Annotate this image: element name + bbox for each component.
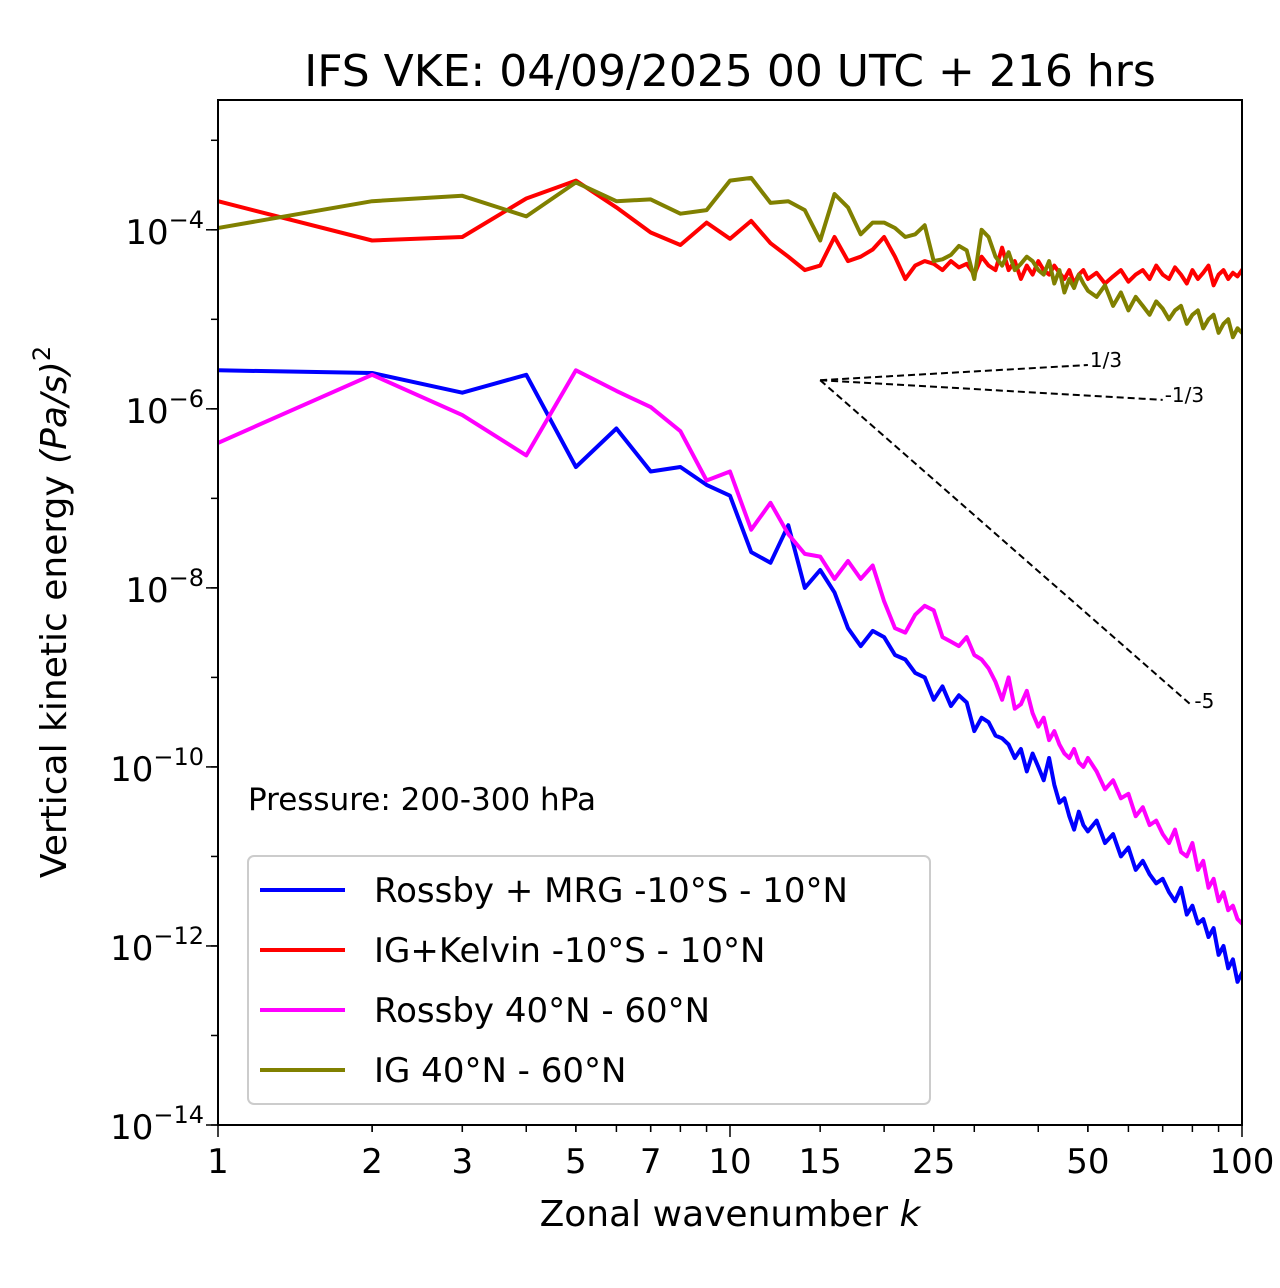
y-tick-label: 10−6 [125, 385, 204, 432]
y-tick-label: 10−4 [125, 206, 204, 253]
x-tick-label: 5 [565, 1142, 587, 1182]
reference-label-0: 1/3 [1090, 348, 1122, 372]
x-tick-label: 50 [1066, 1142, 1109, 1182]
y-tick-label: 10−14 [110, 1101, 204, 1148]
series-line-0 [218, 368, 1242, 984]
series-group [218, 175, 1242, 984]
reference-line-0 [820, 363, 1088, 382]
chart-title: IFS VKE: 04/09/2025 00 UTC + 216 hrs [304, 46, 1156, 97]
x-tick-label: 3 [451, 1142, 473, 1182]
reference-line-2 [819, 379, 1194, 707]
y-tick-label: 10−12 [110, 922, 204, 969]
legend-label-3: IG 40°N - 60°N [374, 1051, 626, 1091]
reference-line-1 [820, 379, 1163, 401]
series-line-3 [218, 175, 1242, 340]
x-tick-label: 10 [708, 1142, 751, 1182]
legend-label-1: IG+Kelvin -10°S - 10°N [374, 931, 765, 971]
y-tick-label: 10−10 [110, 743, 204, 790]
legend-box [247, 855, 931, 1105]
legend-label-0: Rossby + MRG -10°S - 10°N [374, 871, 848, 911]
x-tick-label: 7 [640, 1142, 662, 1182]
series-line-1 [218, 178, 1242, 288]
y-tick-label: 10−8 [125, 564, 204, 611]
plot-area: 1/3 -1/3 -5 1 2 3 5 7 10 15 25 50 100 10−4 10−6 10−8 10−… [110, 99, 1275, 1182]
reference-label-2: -5 [1194, 689, 1214, 713]
pressure-annotation: Pressure: 200-300 hPa [248, 782, 596, 818]
reference-lines: 1/3 -1/3 -5 [819, 348, 1214, 713]
x-tick-label: 15 [799, 1142, 842, 1182]
y-axis-title: Vertical kinetic energy (Pa/s)2 [28, 346, 75, 878]
x-tick-label: 2 [361, 1142, 383, 1182]
x-tick-label: 25 [912, 1142, 955, 1182]
x-axis-title: Zonal wavenumber k [540, 1194, 923, 1235]
x-tick-label: 100 [1210, 1142, 1275, 1182]
reference-label-1: -1/3 [1165, 383, 1204, 407]
legend-label-2: Rossby 40°N - 60°N [374, 991, 710, 1031]
series-line-2 [218, 368, 1242, 927]
legend: Rossby + MRG -10°S - 10°N IG+Kelvin -10°S… [247, 855, 931, 1105]
x-tick-label: 1 [207, 1142, 229, 1182]
